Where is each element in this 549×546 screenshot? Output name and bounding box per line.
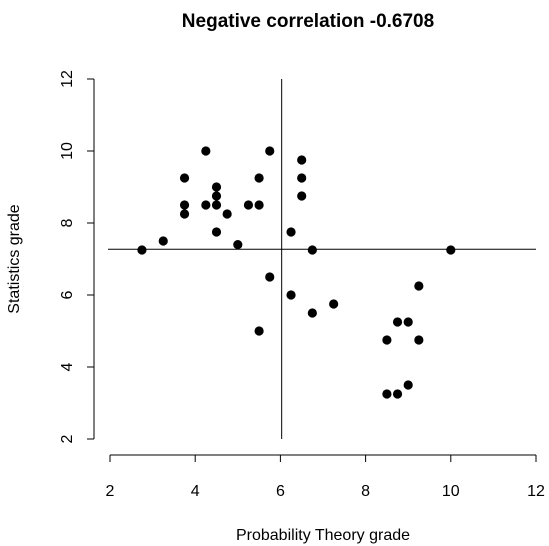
data-point	[265, 272, 275, 282]
data-point	[211, 200, 222, 210]
data-point	[403, 317, 413, 327]
data-point	[233, 240, 243, 250]
data-point	[158, 236, 168, 246]
data-point	[243, 200, 254, 210]
data-point	[201, 200, 211, 210]
y-tick-label: 6	[59, 290, 76, 299]
data-point	[222, 209, 232, 219]
x-tick-label: 6	[276, 483, 285, 500]
data-point	[329, 299, 339, 309]
data-point	[211, 191, 222, 201]
data-point	[254, 173, 264, 183]
data-point	[382, 389, 392, 399]
x-axis-label: Probability Theory grade	[236, 527, 410, 544]
y-tick-label: 4	[59, 362, 76, 371]
x-tick-label: 2	[106, 483, 115, 500]
data-point	[382, 335, 392, 345]
data-point	[254, 200, 264, 210]
data-point	[414, 335, 424, 345]
data-point	[297, 173, 307, 183]
chart-title: Negative correlation -0.6708	[182, 11, 434, 32]
data-point	[179, 209, 190, 219]
data-point	[307, 308, 317, 318]
x-tick-label: 12	[527, 483, 545, 500]
y-axis-ticks: 2 4 6 8 10 12	[59, 70, 94, 443]
data-point	[307, 245, 317, 255]
y-axis-label: Statistics grade	[6, 204, 23, 313]
data-point	[392, 389, 403, 399]
data-point	[137, 245, 147, 255]
data-point	[297, 155, 307, 165]
data-point	[446, 245, 456, 255]
data-point	[286, 290, 296, 300]
x-tick-label: 8	[361, 483, 370, 500]
data-point	[265, 146, 275, 156]
data-point	[286, 227, 296, 237]
data-point	[211, 182, 222, 192]
y-tick-label: 10	[59, 142, 76, 160]
data-point	[414, 281, 424, 291]
data-point	[403, 380, 413, 390]
x-axis-ticks: 2 4 6 8 10 12	[106, 455, 545, 500]
y-tick-label: 8	[59, 218, 76, 227]
data-point	[211, 227, 222, 237]
data-point	[201, 146, 211, 156]
data-point	[179, 200, 190, 210]
data-point	[392, 317, 403, 327]
x-tick-label: 4	[191, 483, 200, 500]
data-point	[254, 326, 264, 336]
x-tick-label: 10	[442, 483, 460, 500]
data-points	[137, 146, 456, 399]
data-point	[297, 191, 307, 201]
y-tick-label: 2	[59, 434, 76, 443]
y-tick-label: 12	[59, 70, 76, 88]
data-point	[179, 173, 190, 183]
